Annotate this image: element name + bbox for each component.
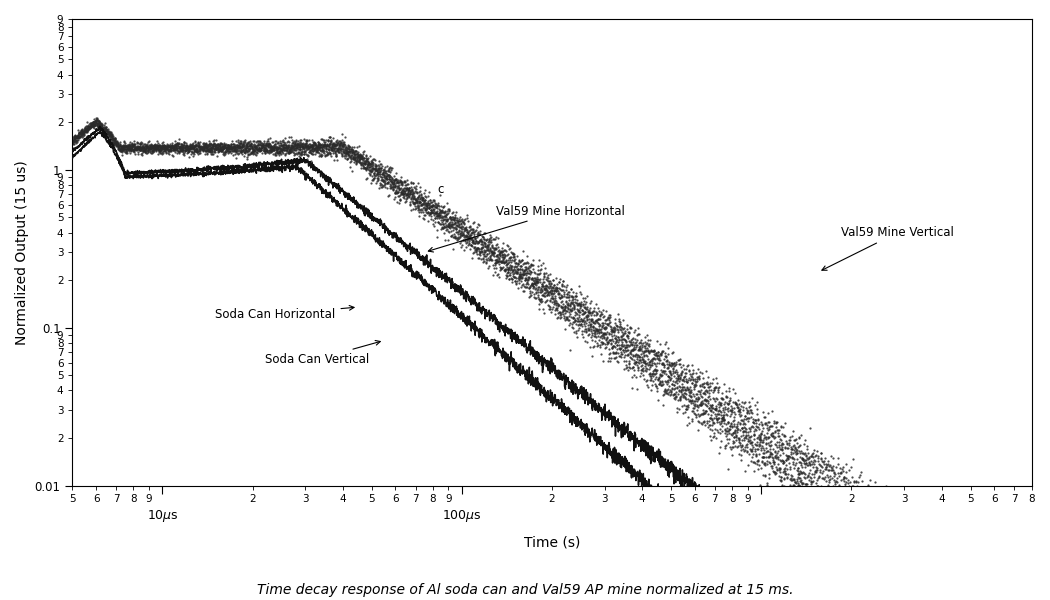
Text: Val59 Mine Vertical: Val59 Mine Vertical — [822, 226, 954, 270]
Text: c: c — [438, 183, 444, 196]
Text: 100$\mu$s: 100$\mu$s — [442, 508, 482, 524]
Text: Soda Can Horizontal: Soda Can Horizontal — [215, 305, 354, 321]
Text: Soda Can Vertical: Soda Can Vertical — [265, 340, 380, 365]
X-axis label: Time (s): Time (s) — [524, 535, 581, 549]
Text: 10$\mu$s: 10$\mu$s — [147, 508, 178, 524]
Y-axis label: Normalized Output (15 us): Normalized Output (15 us) — [15, 160, 29, 344]
Text: Val59 Mine Horizontal: Val59 Mine Horizontal — [428, 205, 625, 252]
Text: Time decay response of Al soda can and Val59 AP mine normalized at 15 ms.: Time decay response of Al soda can and V… — [257, 583, 793, 597]
